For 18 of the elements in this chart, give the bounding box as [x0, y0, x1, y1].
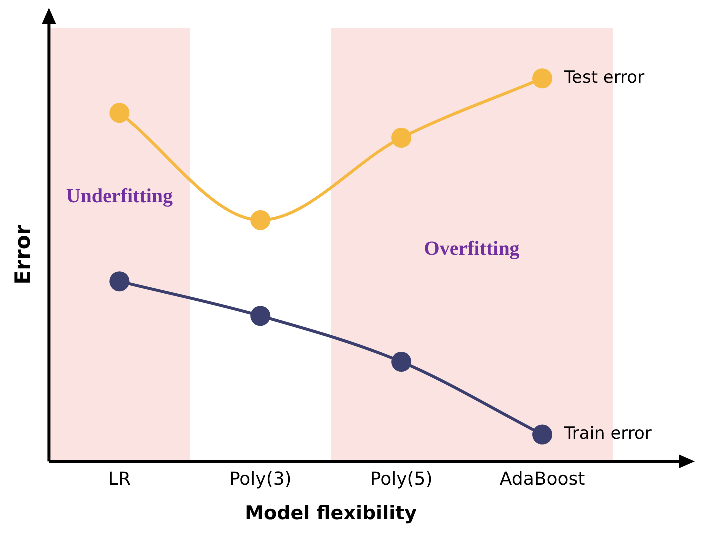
x-tick-label: Poly(5) [370, 469, 433, 490]
point [110, 272, 130, 292]
x-tick-label: AdaBoost [500, 469, 586, 490]
point [250, 306, 271, 326]
point [532, 424, 553, 445]
band-label: Underfitting [66, 186, 174, 208]
point [532, 68, 553, 89]
series-label: Train error [564, 424, 652, 444]
x-tick-label: Poly(3) [229, 469, 292, 490]
series-label: Test error [564, 68, 645, 88]
x-axis-title: Model flexibility [245, 502, 418, 525]
point [110, 103, 130, 124]
point [392, 128, 412, 148]
point [250, 210, 271, 230]
x-tick-label: LR [108, 469, 131, 490]
y-axis-title: Error [11, 224, 36, 285]
band-label: Overfitting [424, 238, 520, 260]
point [392, 352, 412, 372]
